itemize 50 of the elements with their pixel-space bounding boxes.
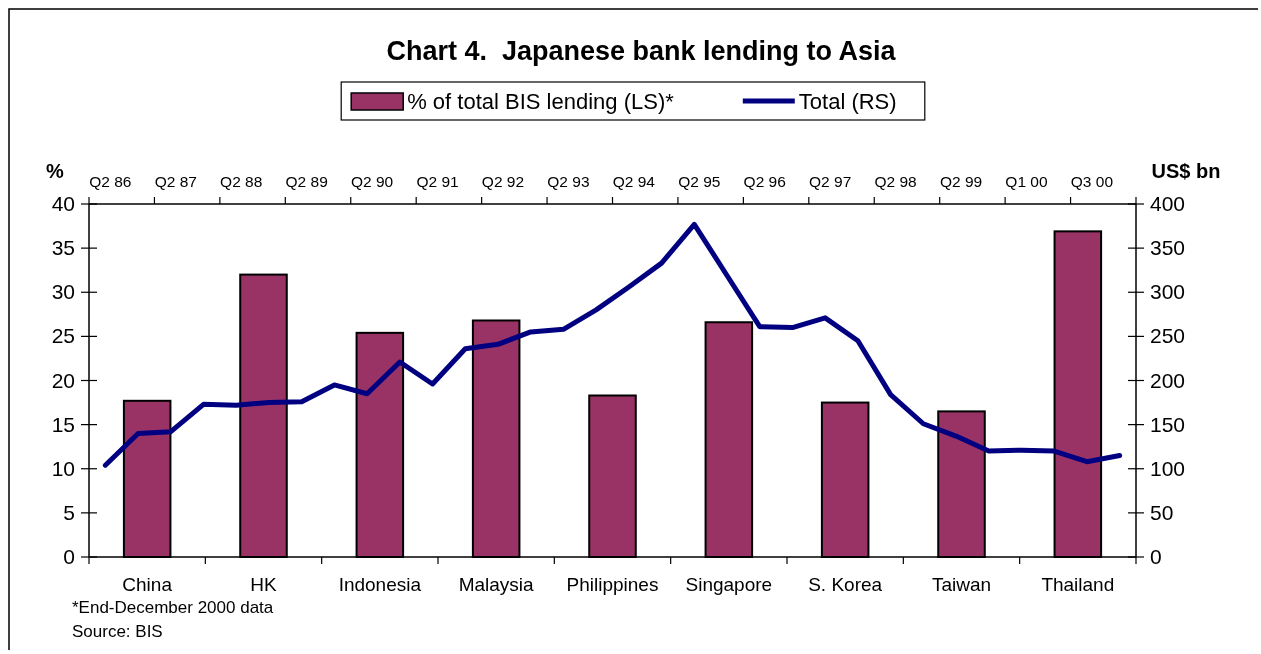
y-tick-label: 300 — [1150, 280, 1186, 304]
y-tick-label: 350 — [1150, 236, 1186, 260]
text: *End-December 2000 data — [72, 598, 274, 617]
y-tick-label: 400 — [1150, 192, 1186, 215]
y-tick-label: 35 — [51, 236, 75, 260]
x-tick-label: Q2 97 — [809, 173, 852, 190]
x-tick-label: Q3 00 — [1070, 173, 1114, 190]
source-note: Source: BIS — [72, 622, 163, 641]
y-tick-label: 0 — [63, 545, 75, 568]
x-tick-label: HK — [250, 574, 278, 595]
x-tick-label: Q2 86 — [89, 173, 132, 190]
x-tick-label: Taiwan — [931, 574, 992, 595]
y-tick-label: 10 — [51, 456, 75, 480]
x-tick-label: Indonesia — [338, 574, 422, 595]
x-tick-label: Q2 98 — [874, 173, 917, 190]
y-tick-label: 100 — [1150, 456, 1186, 480]
x-tick-label: Q2 99 — [939, 173, 983, 190]
y-axis-title: % — [46, 160, 65, 182]
x-tick-label: Q2 91 — [416, 173, 459, 190]
x-tick-label: Q2 92 — [481, 173, 525, 190]
x-tick-label: Q2 96 — [743, 173, 786, 190]
x-tick-label: Q2 93 — [547, 173, 590, 190]
y-tick-label: 30 — [51, 280, 75, 304]
x-tick-label: Q2 89 — [285, 173, 328, 190]
y-tick-label: 40 — [51, 192, 75, 215]
y-tick-label: 50 — [1150, 500, 1174, 524]
x-tick-label: Q2 94 — [612, 173, 656, 190]
x-tick-label: Thailand — [1041, 574, 1115, 595]
legend-label: Total (RS) — [798, 89, 897, 114]
y-tick-label: 15 — [51, 412, 75, 436]
x-tick-label: Q2 95 — [678, 173, 721, 190]
x-tick-label: Philippines — [566, 574, 659, 595]
y-tick-label: 150 — [1150, 412, 1186, 436]
x-tick-label: China — [122, 574, 173, 595]
y-tick-label: 0 — [1150, 545, 1162, 568]
y-tick-label: 20 — [51, 368, 75, 392]
y-tick-label: 25 — [51, 324, 75, 348]
x-tick-label: Malaysia — [458, 574, 535, 595]
x-tick-label: Q1 00 — [1005, 173, 1048, 190]
y-axis-title: US$ bn — [1151, 160, 1221, 182]
x-tick-label: Q2 88 — [220, 173, 263, 190]
y-tick-label: 250 — [1150, 324, 1186, 348]
chart-title: Chart 4. Japanese bank lending to Asia — [386, 36, 897, 66]
x-tick-label: Q2 87 — [154, 173, 197, 190]
x-tick-label: Singapore — [685, 574, 773, 595]
x-tick-label: Q2 90 — [350, 173, 394, 190]
y-tick-label: 200 — [1150, 368, 1186, 392]
x-tick-label: S. Korea — [808, 574, 883, 595]
y-tick-label: 5 — [63, 500, 75, 524]
legend-label: % of total BIS lending (LS)* — [407, 89, 675, 114]
